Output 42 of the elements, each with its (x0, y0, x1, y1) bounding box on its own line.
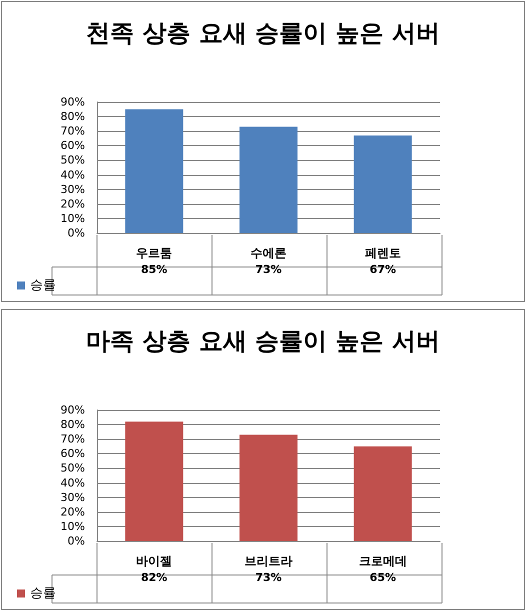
y-tick-label: 80% (60, 418, 85, 432)
bar (354, 135, 412, 233)
data-label: 82% (140, 571, 168, 584)
legend-label: 승률 (30, 586, 56, 601)
x-tick-label: 수에론 (250, 246, 286, 260)
bar (125, 109, 184, 233)
bar (125, 422, 184, 541)
y-tick-label: 40% (60, 168, 85, 182)
y-tick-label: 70% (60, 124, 85, 138)
bar (354, 446, 412, 541)
y-tick-label: 0% (68, 534, 85, 548)
y-tick-label: 50% (60, 462, 85, 475)
y-tick-label: 30% (60, 182, 85, 196)
x-tick-label: 우르툼 (136, 246, 172, 260)
y-tick-label: 10% (60, 212, 85, 225)
y-tick-label: 90% (60, 404, 85, 416)
legend-label: 승률 (30, 278, 56, 293)
y-tick-label: 60% (60, 139, 85, 152)
data-label: 67% (370, 263, 396, 276)
y-tick-label: 60% (60, 447, 85, 460)
x-tick-label: 페렌토 (364, 246, 401, 260)
y-tick-label: 70% (60, 432, 85, 446)
y-tick-label: 20% (60, 505, 85, 518)
bar (240, 434, 298, 541)
chart-title: 마족 상층 요새 승률이 높은 서버 (86, 327, 440, 355)
y-tick-label: 40% (60, 476, 85, 490)
x-tick-label: 크로메데 (358, 554, 407, 568)
data-label: 65% (370, 571, 396, 584)
y-tick-label: 20% (60, 197, 85, 210)
x-tick-label: 브리트라 (244, 554, 292, 568)
bar (240, 126, 298, 233)
y-tick-label: 30% (60, 490, 85, 504)
data-label: 73% (255, 263, 282, 276)
y-tick-label: 0% (68, 226, 85, 240)
y-tick-label: 80% (60, 110, 85, 124)
chart-title: 천족 상층 요새 승률이 높은 서버 (86, 19, 440, 47)
y-tick-label: 50% (60, 154, 85, 167)
y-tick-label: 90% (60, 96, 85, 108)
data-label: 73% (255, 571, 282, 584)
data-label: 85% (140, 263, 168, 276)
y-tick-label: 10% (60, 520, 85, 533)
x-tick-label: 바이젤 (136, 554, 172, 568)
